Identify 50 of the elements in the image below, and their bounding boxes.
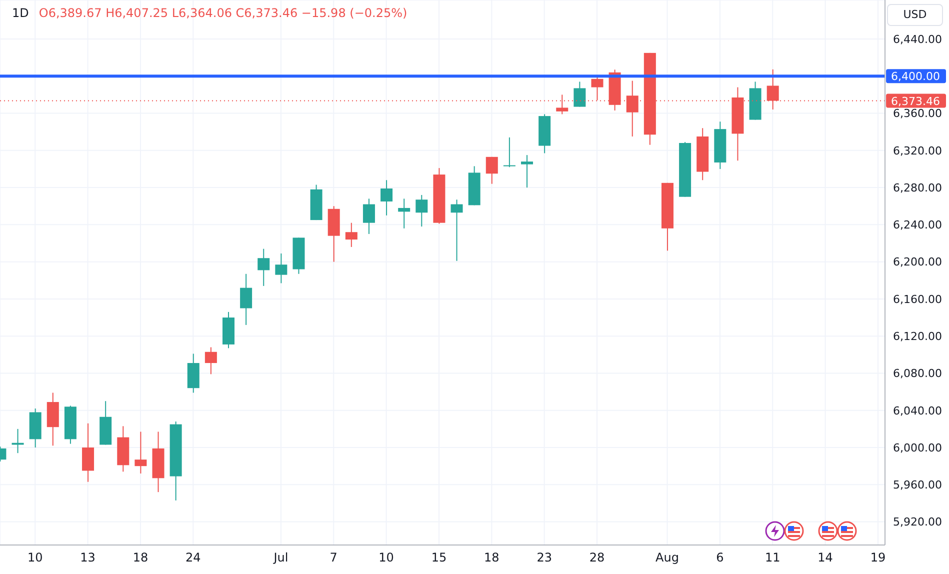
y-tick-label: 6,160.00	[893, 292, 942, 306]
annotation: O6,389.67 H6,407.25 L6,364.06 C6,373.46 −15.98 (−0.25%)	[38, 6, 408, 20]
x-tick-label: Aug	[656, 550, 679, 565]
x-tick-label: 18	[132, 550, 148, 565]
x-tick-label: 14	[818, 550, 833, 565]
candlestick	[574, 81, 586, 108]
y-tick-label: 6,440.00	[893, 32, 942, 46]
y-tick-label: 6,320.00	[893, 144, 942, 158]
x-tick-label: 18	[484, 550, 500, 565]
candlestick	[204, 346, 217, 375]
y-tick-label: 6,080.00	[893, 367, 942, 380]
x-tick-label: 23	[536, 550, 552, 565]
candlestick	[362, 198, 375, 234]
y-tick-label: 6,200.00	[893, 256, 942, 269]
x-tick-label: 13	[80, 550, 96, 565]
candlestick	[416, 194, 428, 228]
candlestick	[521, 154, 534, 188]
ref-line-label: 6,373.46	[891, 94, 940, 108]
x-tick-label: Jul	[272, 550, 288, 565]
y-tick-label: 6,240.00	[893, 218, 942, 232]
candlestick	[240, 273, 252, 326]
y-tick-label: 6,040.00	[893, 404, 942, 418]
y-axis-title: USD	[887, 4, 943, 26]
x-tick-label: 10	[378, 550, 394, 565]
x-tick-label: 19	[870, 550, 886, 565]
candlestick	[345, 222, 358, 248]
candlestick	[275, 252, 288, 284]
x-tick-label: 24	[186, 550, 201, 565]
x-tick-label: 28	[589, 550, 605, 565]
candlestick	[134, 431, 147, 474]
candlestick	[398, 198, 410, 229]
candlestick	[380, 180, 393, 216]
candlestick	[503, 136, 516, 168]
x-tick-label: 10	[27, 550, 43, 565]
y-tick-label: 6,360.00	[893, 107, 942, 120]
y-tick-label: 6,280.00	[893, 181, 942, 194]
candlestick	[258, 248, 270, 286]
x-tick-label: 11	[764, 550, 780, 565]
x-tick-label: 6	[716, 550, 724, 565]
y-tick-label: 5,920.00	[893, 516, 942, 529]
y-tick-label: 5,960.00	[893, 478, 942, 492]
candlestick	[450, 199, 463, 262]
candlestick	[486, 156, 498, 184]
y-tick-label: 6,120.00	[893, 330, 942, 344]
ref-line-label: 6,400.00	[891, 70, 940, 84]
y-tick-label: 6,000.00	[893, 441, 942, 454]
x-tick-label: 7	[330, 550, 338, 565]
candlestick	[82, 422, 94, 482]
text: 1D	[12, 6, 29, 20]
x-tick-label: 15	[431, 550, 447, 565]
